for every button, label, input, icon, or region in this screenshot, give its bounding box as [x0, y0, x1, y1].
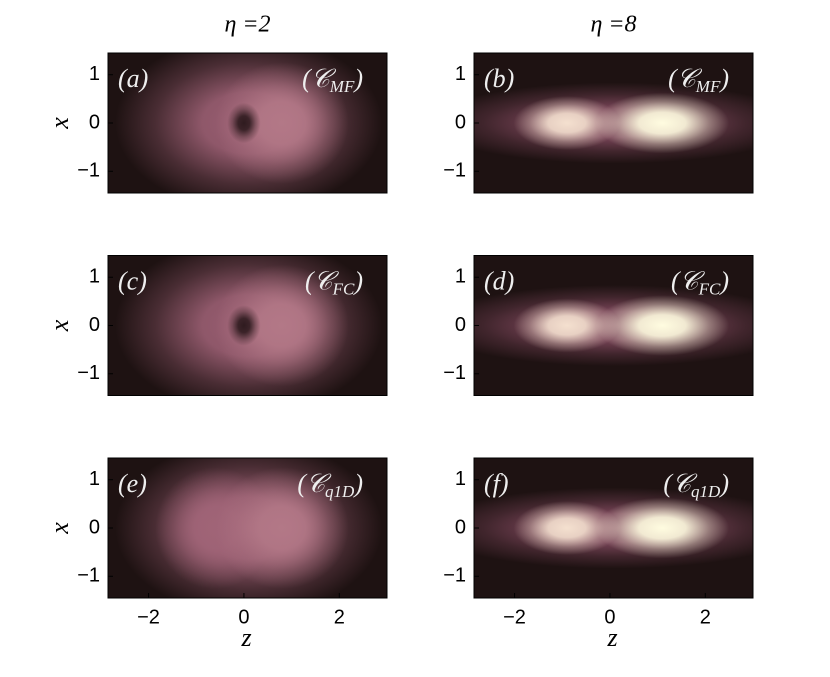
density-lobe — [227, 305, 261, 346]
x-tick-label: −2 — [503, 606, 526, 628]
method-label-part: FC — [698, 279, 721, 298]
density-lobe — [215, 264, 349, 387]
heatmap — [474, 487, 753, 569]
density-lobe — [513, 500, 621, 556]
y-tick-label: −1 — [77, 362, 100, 384]
y-tick-label: −1 — [77, 565, 100, 587]
x-tick-label: 0 — [238, 606, 249, 628]
y-axis-label: x — [45, 522, 74, 535]
panel: 10−1η =8(b) (𝒞MF) — [443, 12, 754, 194]
panel: 10−1η =2x(a) (𝒞MF) — [45, 12, 388, 194]
method-label-part: q1D — [691, 482, 721, 501]
method-label-part: FC — [332, 279, 355, 298]
y-tick-label: −1 — [77, 160, 100, 182]
panel: 1 0 −1 x (c) (𝒞FC) — [45, 255, 388, 396]
y-tick-label: −1 — [443, 565, 466, 587]
y-tick-label: −1 — [443, 160, 466, 182]
x-tick-label: 0 — [604, 606, 615, 628]
method-label: (𝒞q1D) — [663, 469, 729, 501]
method-label-part: ) — [352, 266, 363, 295]
density-lobe — [595, 497, 730, 559]
y-tick-label: 1 — [89, 63, 100, 85]
density-lobe — [215, 62, 349, 184]
method-label: (𝒞FC) — [305, 266, 363, 298]
heatmap — [115, 53, 383, 193]
method-label: (𝒞q1D) — [297, 469, 363, 501]
heatmap — [115, 255, 383, 396]
method-label-part: ) — [352, 469, 363, 498]
panel-label: (d) — [484, 266, 514, 295]
y-tick-label: 0 — [455, 111, 466, 133]
density-lobe — [595, 295, 730, 356]
panel: 1 0 −1 −2 0 2 z (f) (𝒞q1D) — [443, 457, 754, 652]
y-tick-label: 1 — [89, 468, 100, 490]
density-lobe — [513, 298, 621, 353]
y-tick-label: 1 — [89, 266, 100, 288]
x-axis-label: z — [240, 623, 251, 652]
y-tick-label: 1 — [455, 63, 466, 85]
density-lobe — [215, 467, 349, 589]
y-tick-label: 1 — [455, 266, 466, 288]
heatmap — [474, 284, 753, 367]
y-tick-label: −1 — [443, 362, 466, 384]
column-title: η =2 — [224, 12, 270, 38]
method-label-part: ) — [718, 266, 729, 295]
method-label-part: ) — [718, 64, 729, 93]
panel-label: (c) — [118, 266, 147, 295]
y-tick-label: 0 — [89, 516, 100, 538]
heatmap — [115, 458, 383, 598]
method-label-part: q1D — [325, 482, 355, 501]
panel-label: (e) — [118, 469, 147, 498]
x-tick-label: 2 — [334, 606, 345, 628]
y-tick-label: 0 — [455, 516, 466, 538]
method-label-part: MF — [695, 77, 721, 96]
y-tick-label: 0 — [89, 111, 100, 133]
heatmap — [474, 82, 753, 164]
column-title: η =8 — [590, 12, 636, 38]
y-axis-label: x — [45, 117, 74, 130]
panel: 10−1(d) (𝒞FC) — [443, 255, 754, 396]
panel: 1 0 −1 −2 0 2 x z (e) (𝒞q1D) — [45, 457, 388, 652]
panel-label: (b) — [484, 64, 514, 93]
density-lobe — [595, 92, 730, 154]
panel-label: (a) — [118, 64, 148, 93]
density-lobe — [227, 102, 261, 144]
method-label-part: MF — [329, 77, 355, 96]
method-label-part: ) — [352, 64, 363, 93]
x-tick-label: 2 — [700, 606, 711, 628]
density-lobe — [513, 95, 621, 151]
y-tick-label: 0 — [89, 314, 100, 336]
x-tick-label: −2 — [137, 606, 160, 628]
panel-label: (f) — [484, 469, 509, 498]
x-axis-label: z — [606, 623, 617, 652]
y-axis-label: x — [45, 319, 74, 332]
y-tick-label: 0 — [455, 314, 466, 336]
y-tick-label: 1 — [455, 468, 466, 490]
method-label-part: ) — [718, 469, 729, 498]
